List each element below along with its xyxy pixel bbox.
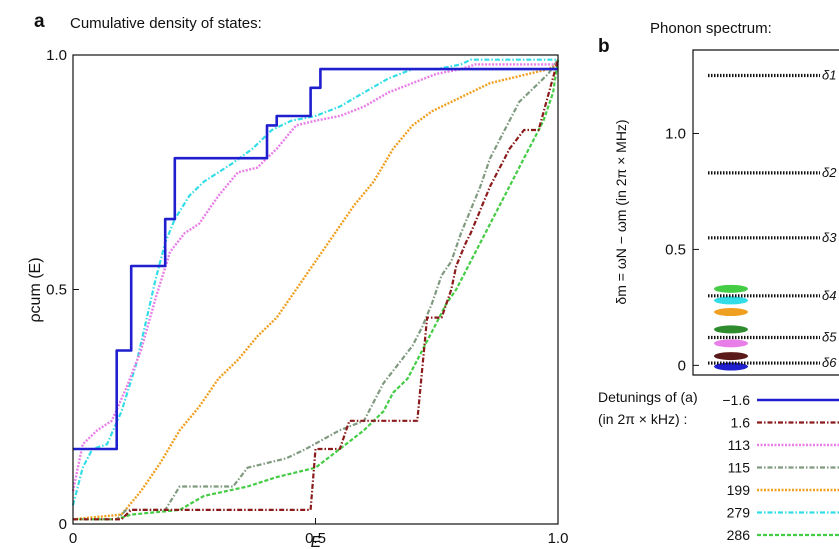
panel-b-ylabel: δm = ωN − ωm (in 2π × MHz) xyxy=(613,119,629,304)
phonon-level-label: δ4 xyxy=(822,288,836,303)
panel-b-letter: b xyxy=(598,36,610,57)
phonon-marker-113 xyxy=(714,339,748,348)
series-line-199 xyxy=(72,63,559,521)
b-y-tick-label: 0 xyxy=(678,357,686,374)
series-line-−1.6 xyxy=(73,67,558,451)
panel-a-title: Cumulative density of states: xyxy=(70,15,262,32)
panel-a-axis-ticks: 0 0.5 1.0 0 0.5 1.0 xyxy=(46,47,568,547)
panel-a-series xyxy=(71,58,560,521)
series-line-115 xyxy=(73,59,559,521)
legend-label: 113 xyxy=(728,437,751,453)
legend-label: 199 xyxy=(727,482,751,498)
legend-title-line1: Detunings of (a) xyxy=(598,389,698,405)
series-line-279 xyxy=(71,58,558,506)
phonon-marker-286 xyxy=(714,284,748,293)
x-tick-label: 0 xyxy=(69,530,77,547)
legend-label: 286 xyxy=(727,527,751,543)
series-line-286 xyxy=(73,59,560,521)
panel-a-ylabel: ρcum (E) xyxy=(27,257,44,322)
phonon-level-label: δ6 xyxy=(822,355,837,370)
legend-label: 279 xyxy=(727,505,751,521)
phonon-marker-1.6 xyxy=(714,352,748,361)
b-y-tick-label: 1.0 xyxy=(665,125,686,142)
phonon-level-label: δ1 xyxy=(822,68,836,83)
phonon-level-label: δ3 xyxy=(822,230,837,245)
panel-b-spectrum: 0 0.5 1.0 δ1 δ2 δ3 δ4 δ5 δ6 xyxy=(665,68,837,375)
legend: −1.6 1.6 113 115 199 279 286 xyxy=(722,392,839,543)
panel-b-frame xyxy=(692,49,839,376)
x-tick-label: 0.5 xyxy=(305,530,326,547)
panel-a-xlabel: E xyxy=(311,534,322,549)
legend-label: 1.6 xyxy=(731,415,751,431)
y-tick-label: 0.5 xyxy=(46,282,67,299)
panel-a-frame xyxy=(72,54,559,525)
series-line-1.6 xyxy=(73,59,560,521)
phonon-marker-−1.6 xyxy=(714,362,748,371)
legend-title-line2: (in 2π × kHz) : xyxy=(598,411,687,427)
series-line-113 xyxy=(71,63,558,492)
panel-b-title: Phonon spectrum: xyxy=(650,20,772,37)
y-tick-label: 1.0 xyxy=(46,47,67,64)
legend-label: −1.6 xyxy=(722,392,750,408)
y-tick-label: 0 xyxy=(59,516,67,533)
phonon-marker-115 xyxy=(714,325,748,334)
phonon-marker-279 xyxy=(714,296,748,305)
phonon-level-label: δ5 xyxy=(822,330,837,345)
x-tick-label: 1.0 xyxy=(548,530,569,547)
panel-a-letter: a xyxy=(34,11,45,32)
phonon-marker-199 xyxy=(714,308,748,317)
b-y-tick-label: 0.5 xyxy=(665,241,686,258)
phonon-level-label: δ2 xyxy=(822,165,837,180)
legend-label: 115 xyxy=(728,460,751,476)
